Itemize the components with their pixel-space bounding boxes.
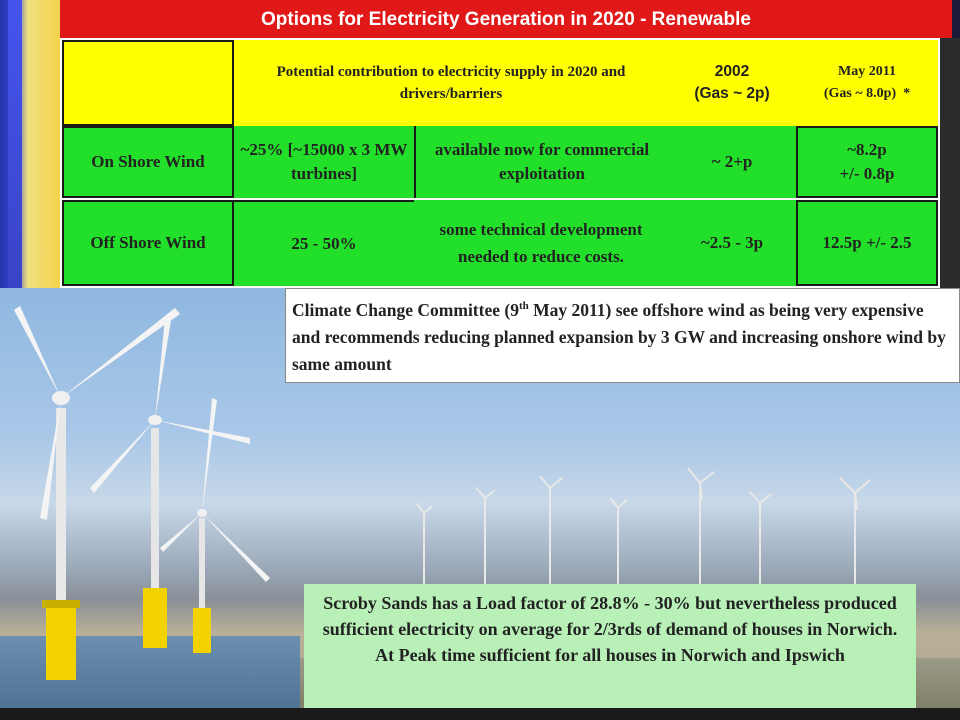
ordinal-suffix: th [518, 300, 529, 313]
turbines-illustration [14, 306, 871, 680]
header-2002: 2002 (Gas ~ 2p) [668, 40, 796, 126]
header-empty-cell [62, 40, 234, 126]
bottom-dark-bar [0, 708, 960, 720]
header-may-2011-date: May 2011 [838, 64, 896, 79]
distant-turbines [416, 467, 871, 588]
climate-change-note: Climate Change Committee (9th May 2011) … [285, 288, 960, 383]
header-2002-gas: (Gas ~ 2p) [694, 85, 770, 102]
row-onshore-drivers: available now for commercial exploitatio… [414, 126, 668, 198]
row-offshore-cost-2002: ~2.5 - 3p [668, 200, 796, 286]
turbine-medium [90, 318, 250, 648]
header-asterisk: * [903, 86, 911, 101]
header-contribution: Potential contribution to electricity su… [234, 40, 668, 126]
row-onshore-cost-2002: ~ 2+p [668, 126, 796, 198]
comparison-table: Potential contribution to electricity su… [60, 38, 940, 288]
slide-title: Options for Electricity Generation in 20… [60, 0, 952, 40]
turbine-large [14, 306, 180, 680]
row-onshore-cost-2011: ~8.2p +/- 0.8p [796, 126, 938, 198]
turbine-small [160, 398, 270, 653]
header-may-2011-gas: (Gas ~ 8.0p) * [823, 86, 911, 101]
row-onshore-contribution: ~25% [~15000 x 3 MW turbines] [234, 126, 414, 198]
row-offshore-drivers: some technical development needed to red… [414, 200, 668, 286]
row-onshore-name: On Shore Wind [62, 126, 234, 198]
row-offshore-name: Off Shore Wind [62, 200, 234, 286]
row-offshore-contribution: 25 - 50% [234, 200, 414, 286]
scroby-sands-note: Scroby Sands has a Load factor of 28.8% … [304, 584, 916, 712]
right-dark-strip [938, 38, 960, 288]
header-may-2011: May 2011 (Gas ~ 8.0p) * [796, 40, 938, 126]
header-2002-year: 2002 [714, 63, 750, 80]
row-offshore-cost-2011: 12.5p +/- 2.5 [796, 200, 938, 286]
